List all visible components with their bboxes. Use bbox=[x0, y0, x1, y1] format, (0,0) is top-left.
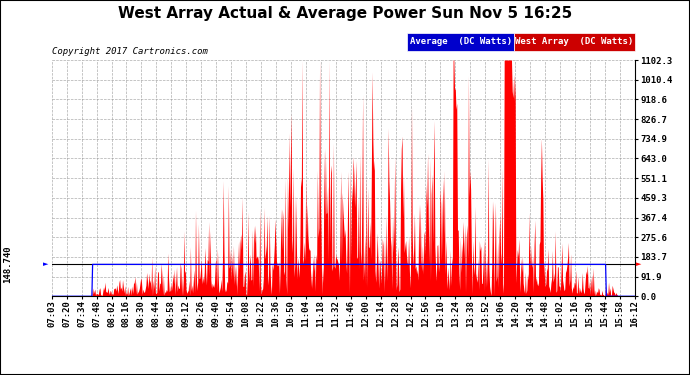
Text: West Array  (DC Watts): West Array (DC Watts) bbox=[515, 37, 633, 46]
Text: 148.740: 148.740 bbox=[3, 246, 12, 283]
Text: ►: ► bbox=[43, 261, 48, 267]
Text: West Array Actual & Average Power Sun Nov 5 16:25: West Array Actual & Average Power Sun No… bbox=[118, 6, 572, 21]
Text: ►: ► bbox=[636, 261, 642, 267]
Text: Copyright 2017 Cartronics.com: Copyright 2017 Cartronics.com bbox=[52, 47, 208, 56]
Text: Average  (DC Watts): Average (DC Watts) bbox=[409, 37, 512, 46]
